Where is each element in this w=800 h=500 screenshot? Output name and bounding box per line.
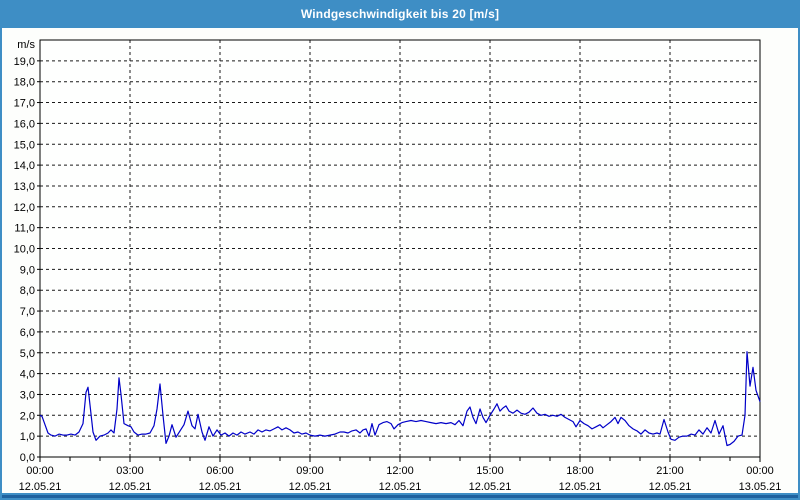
x-axis-date-label: 12.05.21 (289, 481, 332, 493)
y-axis-tick-label: 13,0 (14, 181, 35, 193)
y-axis-tick-label: 12,0 (14, 202, 35, 214)
x-axis-date-label: 12.05.21 (469, 481, 512, 493)
x-axis-date-label: 12.05.21 (109, 481, 152, 493)
y-axis-tick-label: 1,0 (20, 431, 35, 443)
x-axis-time-label: 00:00 (26, 465, 54, 477)
y-axis-tick-label: 0,0 (20, 452, 35, 464)
y-axis-tick-label: 7,0 (20, 306, 35, 318)
x-axis-time-label: 12:00 (386, 465, 414, 477)
y-axis-tick-label: 19,0 (14, 56, 35, 68)
x-axis-date-label: 13.05.21 (739, 481, 782, 493)
y-axis-tick-label: 2,0 (20, 410, 35, 422)
y-axis-unit-label: m/s (17, 39, 35, 51)
y-axis-tick-label: 16,0 (14, 118, 35, 130)
x-axis-time-label: 15:00 (476, 465, 504, 477)
y-axis-tick-label: 17,0 (14, 98, 35, 110)
x-axis-time-label: 06:00 (206, 465, 234, 477)
bottom-bar (0, 493, 800, 500)
x-axis-time-label: 18:00 (566, 465, 594, 477)
y-axis-tick-label: 4,0 (20, 369, 35, 381)
x-axis-time-label: 00:00 (746, 465, 774, 477)
x-axis-date-label: 12.05.21 (559, 481, 602, 493)
y-axis-tick-label: 6,0 (20, 327, 35, 339)
window-title: Windgeschwindigkeit bis 20 [m/s] (300, 7, 500, 21)
y-axis-tick-label: 15,0 (14, 139, 35, 151)
plot-frame (39, 39, 761, 458)
y-axis-tick-label: 3,0 (20, 389, 35, 401)
y-axis-tick-label: 18,0 (14, 77, 35, 89)
y-axis-tick-label: 10,0 (14, 244, 35, 256)
x-axis-time-label: 21:00 (656, 465, 684, 477)
x-axis-date-label: 12.05.21 (379, 481, 422, 493)
x-axis-date-label: 12.05.21 (649, 481, 692, 493)
x-axis-date-label: 12.05.21 (199, 481, 242, 493)
x-axis-date-label: 12.05.21 (19, 481, 62, 493)
y-axis-tick-label: 14,0 (14, 160, 35, 172)
y-axis-tick-label: 8,0 (20, 285, 35, 297)
y-axis-tick-label: 11,0 (14, 223, 35, 235)
x-axis-time-label: 09:00 (296, 465, 324, 477)
wind-speed-line (39, 351, 761, 447)
title-bar: Windgeschwindigkeit bis 20 [m/s] (0, 0, 800, 28)
x-axis-time-label: 03:00 (116, 465, 144, 477)
y-axis-tick-label: 5,0 (20, 348, 35, 360)
y-axis-tick-label: 9,0 (20, 264, 35, 276)
